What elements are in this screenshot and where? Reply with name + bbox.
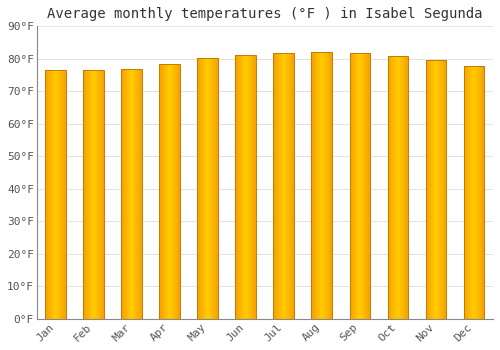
Title: Average monthly temperatures (°F ) in Isabel Segunda: Average monthly temperatures (°F ) in Is… [47, 7, 482, 21]
Bar [198, 58, 218, 319]
Bar [464, 66, 484, 319]
Bar [274, 52, 294, 319]
Bar [46, 70, 66, 319]
Bar [426, 60, 446, 319]
Bar [312, 52, 332, 319]
Bar [160, 64, 180, 319]
Bar [236, 55, 256, 319]
Bar [122, 69, 142, 319]
Bar [84, 70, 104, 319]
Bar [350, 53, 370, 319]
Bar [388, 56, 408, 319]
